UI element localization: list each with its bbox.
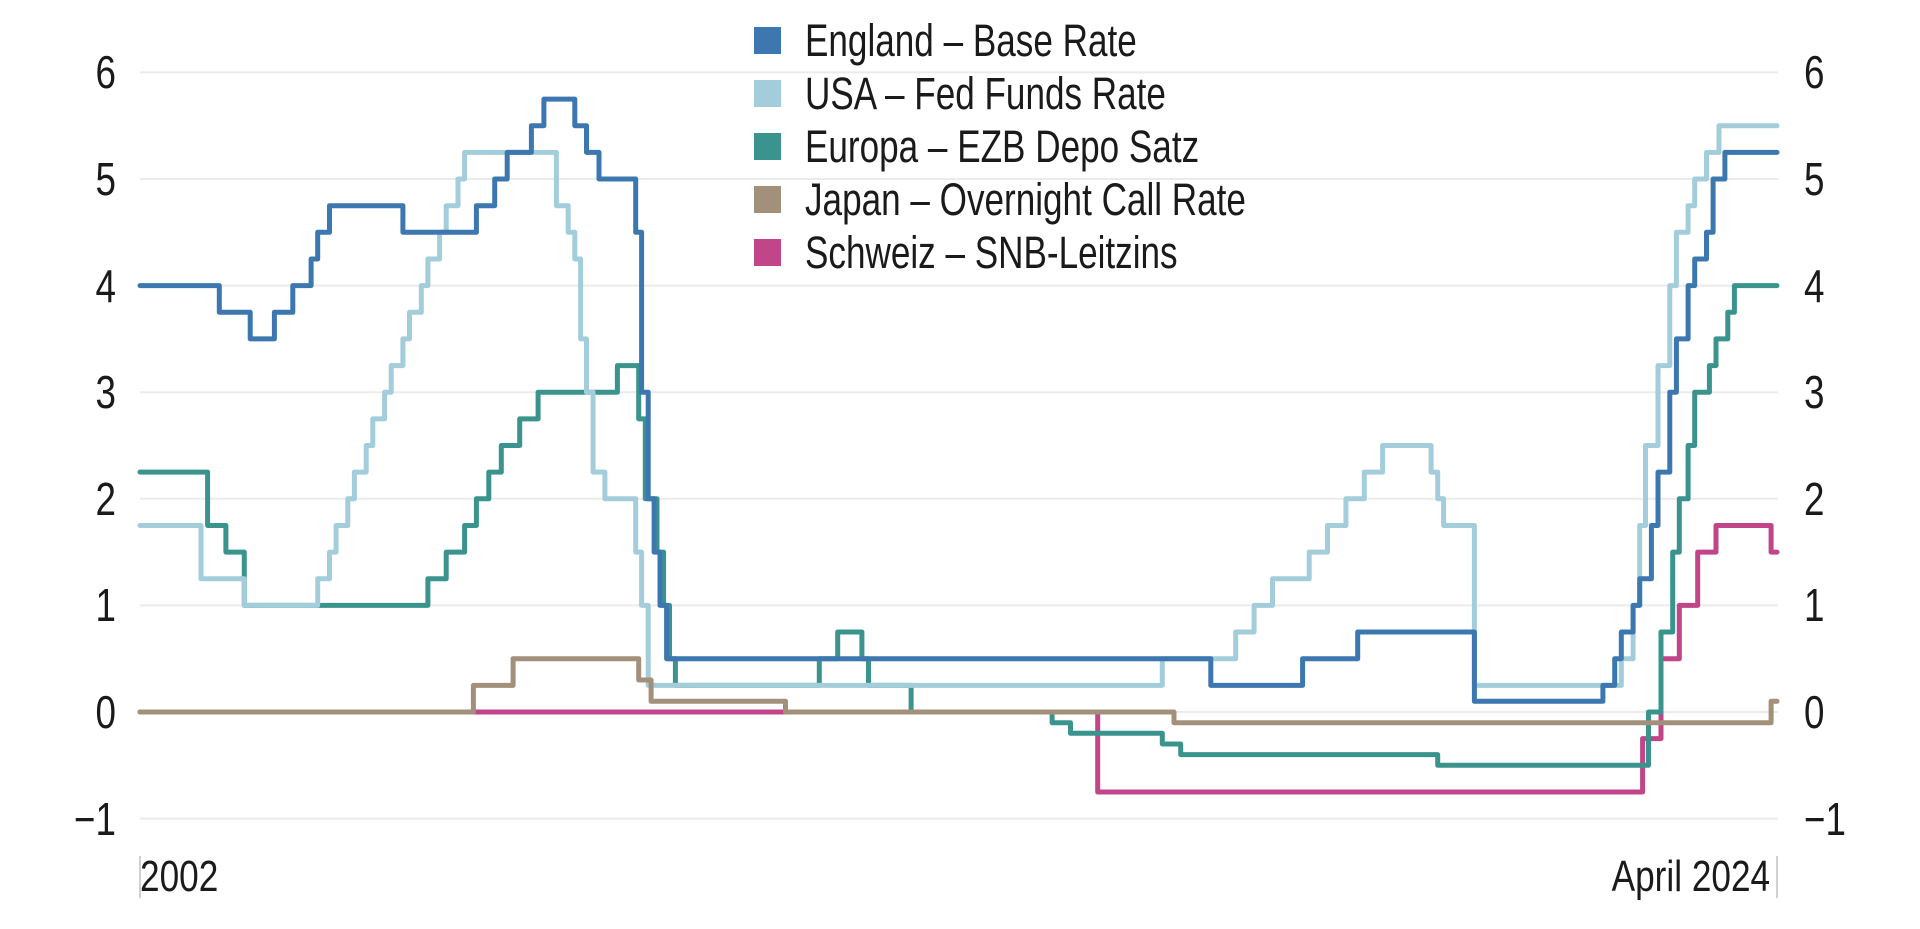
legend-label: Japan – Overnight Call Rate — [805, 173, 1246, 225]
y-tick-label-left: 3 — [95, 366, 116, 419]
legend-item: England – Base Rate — [754, 14, 1370, 67]
legend-swatch-europa — [754, 133, 781, 160]
legend-swatch-schweiz — [754, 239, 781, 266]
legend-item: USA – Fed Funds Rate — [754, 67, 1370, 120]
legend: England – Base Rate USA – Fed Funds Rate… — [754, 14, 1370, 279]
y-tick-label-right: −1 — [1804, 792, 1846, 845]
legend-label: Schweiz – SNB-Leitzins — [805, 226, 1178, 278]
y-tick-label-left: 2 — [95, 472, 116, 525]
legend-label: England – Base Rate — [805, 14, 1137, 66]
y-tick-label-left: 0 — [95, 686, 116, 738]
x-axis-label-start: 2002 — [140, 852, 219, 901]
legend-item: Japan – Overnight Call Rate — [754, 173, 1370, 226]
legend-swatch-england — [754, 27, 781, 54]
y-tick-label-left: 4 — [95, 259, 116, 312]
y-tick-label-right: 2 — [1804, 472, 1825, 525]
y-tick-label-right: 5 — [1804, 153, 1825, 205]
legend-label: Europa – EZB Depo Satz — [805, 120, 1200, 172]
y-tick-label-left: 6 — [95, 46, 116, 99]
y-tick-label-right: 3 — [1804, 366, 1825, 419]
series-line-schweiz — [137, 523, 1780, 795]
y-tick-label-right: 0 — [1804, 686, 1825, 738]
y-tick-label-left: 1 — [95, 579, 116, 632]
y-tick-label-left: −1 — [74, 792, 116, 845]
series-line-japan — [137, 656, 1780, 726]
y-tick-label-right: 4 — [1804, 259, 1825, 312]
series-line-europa — [137, 283, 1780, 768]
y-tick-label-right: 6 — [1804, 46, 1825, 99]
x-axis-label-end: April 2024 — [1611, 852, 1770, 901]
series-line-england — [137, 96, 1780, 704]
y-tick-label-left: 5 — [95, 153, 116, 205]
legend-item: Schweiz – SNB-Leitzins — [754, 226, 1370, 279]
legend-label: USA – Fed Funds Rate — [805, 67, 1166, 119]
legend-item: Europa – EZB Depo Satz — [754, 120, 1370, 173]
y-tick-label-right: 1 — [1804, 579, 1825, 632]
legend-swatch-usa — [754, 80, 781, 107]
legend-swatch-japan — [754, 186, 781, 213]
